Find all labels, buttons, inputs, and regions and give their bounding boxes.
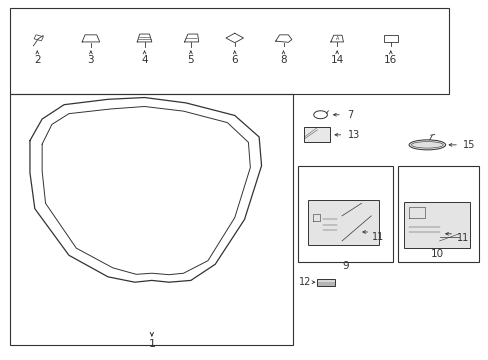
Text: 12: 12 <box>299 277 311 287</box>
Text: 10: 10 <box>429 248 443 258</box>
Bar <box>10 8 448 94</box>
Bar <box>383 35 397 42</box>
Text: 8: 8 <box>280 54 286 64</box>
Text: 5: 5 <box>187 54 194 64</box>
Bar <box>10 94 293 345</box>
Bar <box>34 35 43 41</box>
Bar <box>397 166 478 262</box>
Text: 2: 2 <box>34 54 41 64</box>
Text: 1: 1 <box>148 339 155 349</box>
Text: 11: 11 <box>456 233 468 243</box>
Bar <box>316 279 334 286</box>
Bar <box>298 166 392 262</box>
Text: 9: 9 <box>342 261 348 271</box>
Bar <box>307 200 378 244</box>
Text: 14: 14 <box>330 54 343 64</box>
Text: 16: 16 <box>384 54 397 64</box>
Text: 11: 11 <box>371 232 384 242</box>
Text: A: A <box>335 36 338 41</box>
Bar <box>304 127 329 142</box>
Text: 13: 13 <box>347 130 359 140</box>
Text: 3: 3 <box>87 54 94 64</box>
Bar <box>404 202 469 248</box>
Ellipse shape <box>408 140 445 150</box>
Text: 15: 15 <box>462 140 474 150</box>
Text: 6: 6 <box>231 54 238 64</box>
Text: 4: 4 <box>141 54 147 64</box>
Text: 7: 7 <box>346 110 352 120</box>
